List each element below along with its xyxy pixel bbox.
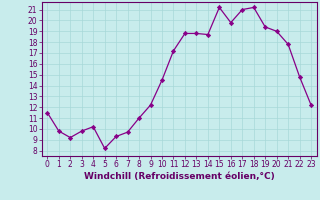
X-axis label: Windchill (Refroidissement éolien,°C): Windchill (Refroidissement éolien,°C) xyxy=(84,172,275,181)
